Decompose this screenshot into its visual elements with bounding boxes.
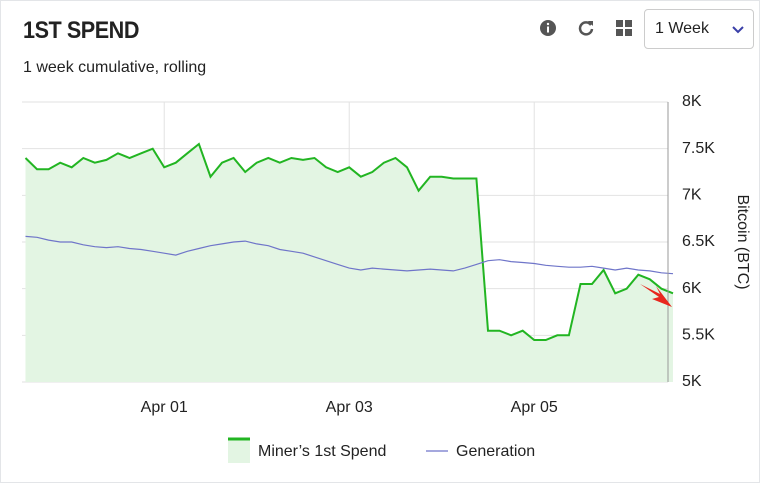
x-tick-label: Apr 05: [511, 399, 558, 416]
subtitle: 1 week cumulative, rolling: [23, 59, 207, 76]
legend-swatch: [228, 439, 250, 463]
legend-label: Miner’s 1st Spend: [258, 443, 386, 460]
dropdown-arrow: [732, 26, 744, 34]
y-tick-label: 5K: [682, 373, 702, 390]
y-tick-label: 6K: [682, 280, 702, 297]
x-tick-label: Apr 01: [141, 399, 188, 416]
series-line: [25, 235, 674, 275]
title: 1ST SPEND: [23, 17, 139, 44]
annotation-arrow: [640, 284, 672, 307]
y-tick-label: 6.5K: [682, 233, 715, 250]
area-fill: [25, 144, 673, 382]
range-select[interactable]: 1 Week: [644, 9, 754, 49]
range-label: 1 Week: [655, 20, 709, 37]
grid-icon[interactable]: [615, 19, 633, 37]
refresh-icon[interactable]: [577, 19, 595, 37]
y-tick-label: 7K: [682, 187, 702, 204]
y-tick-label: 5.5K: [682, 327, 715, 344]
x-tick-label: Apr 03: [326, 399, 373, 416]
info-icon[interactable]: [539, 19, 557, 37]
y-axis-label: Bitcoin (BTC): [734, 194, 751, 289]
y-tick-label: 7.5K: [682, 140, 715, 157]
legend-label: Generation: [456, 443, 535, 460]
series-line: [24, 142, 674, 341]
y-tick-label: 8K: [682, 93, 702, 110]
